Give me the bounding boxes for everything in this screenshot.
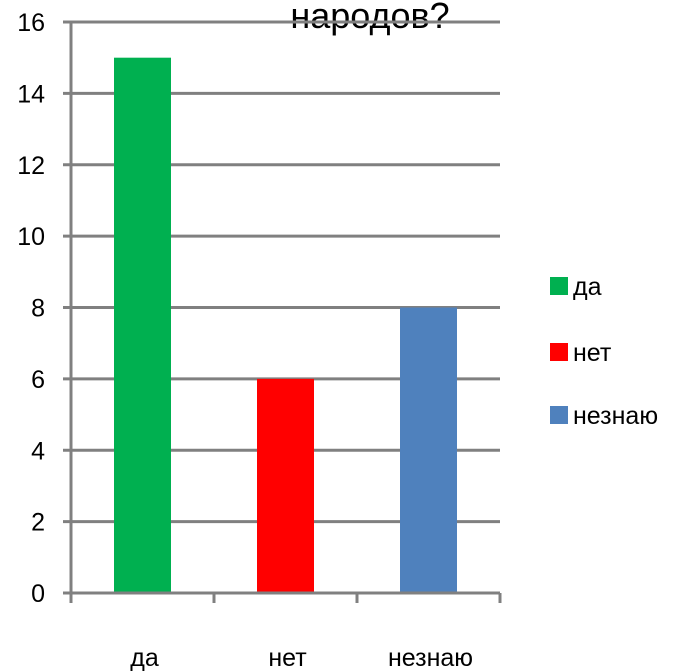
y-axis-ticks: 0 2 4 6 8 10 12 14 16 [17, 9, 71, 608]
bar [400, 307, 457, 593]
chart-title: народов? [290, 0, 449, 36]
bars [114, 57, 457, 593]
y-tick-label: 4 [31, 437, 45, 465]
y-tick-label: 12 [17, 152, 45, 180]
y-tick-label: 16 [17, 9, 45, 37]
y-tick-label: 6 [31, 366, 45, 394]
legend-label: да [573, 273, 602, 301]
legend-label: незнаю [573, 402, 658, 430]
y-tick-label: 0 [31, 580, 45, 608]
x-category-label: да [130, 644, 159, 672]
y-tick-label: 10 [17, 223, 45, 251]
legend: да нет незнаю [550, 273, 658, 430]
bar [257, 378, 314, 593]
bar [114, 57, 171, 593]
y-tick-label: 8 [31, 295, 45, 323]
x-category-label: нет [268, 644, 307, 672]
legend-swatch [550, 277, 568, 295]
x-axis-labels: да нет незнаю [130, 644, 473, 672]
y-tick-label: 2 [31, 509, 45, 537]
legend-label: нет [573, 339, 612, 367]
legend-swatch [550, 343, 568, 361]
y-tick-label: 14 [17, 80, 45, 108]
legend-swatch [550, 406, 568, 424]
x-category-label: незнаю [388, 644, 473, 672]
